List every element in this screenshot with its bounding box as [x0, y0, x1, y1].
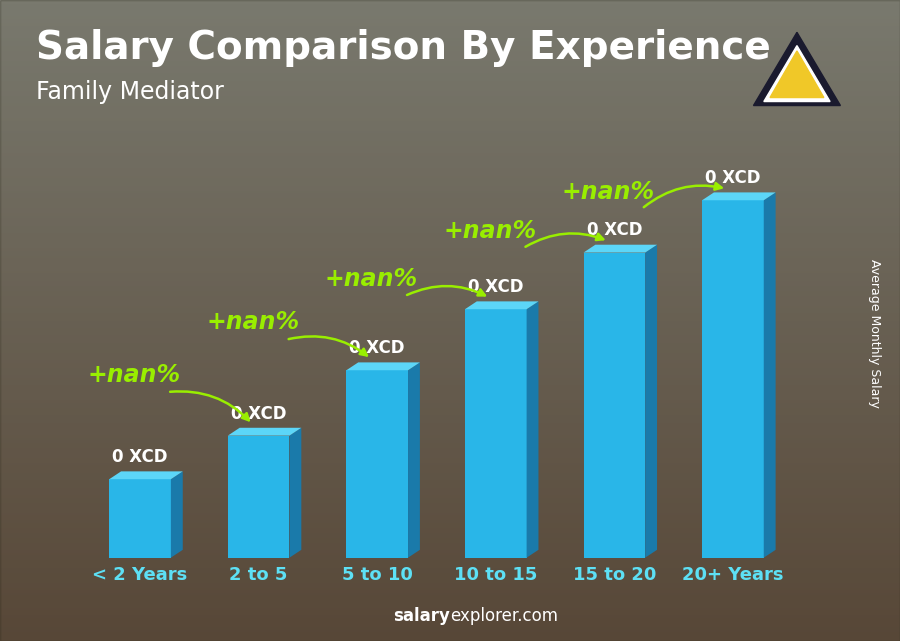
Polygon shape	[764, 46, 830, 101]
Text: Family Mediator: Family Mediator	[36, 80, 224, 104]
Polygon shape	[346, 362, 420, 370]
Bar	[465, 309, 526, 558]
Polygon shape	[465, 301, 538, 309]
Polygon shape	[408, 362, 420, 558]
Bar	[702, 200, 764, 558]
Polygon shape	[290, 428, 302, 558]
Text: +nan%: +nan%	[562, 179, 655, 204]
Polygon shape	[645, 245, 657, 558]
Text: Salary Comparison By Experience: Salary Comparison By Experience	[36, 29, 770, 67]
Text: salary: salary	[393, 607, 450, 625]
Polygon shape	[526, 301, 538, 558]
Polygon shape	[702, 192, 776, 200]
Polygon shape	[228, 428, 302, 436]
Bar	[583, 253, 645, 558]
Text: 0 XCD: 0 XCD	[112, 448, 167, 466]
Text: 0 XCD: 0 XCD	[231, 404, 286, 422]
Polygon shape	[770, 51, 824, 97]
Polygon shape	[764, 192, 776, 558]
Text: 0 XCD: 0 XCD	[468, 278, 524, 296]
Polygon shape	[753, 32, 841, 106]
Bar	[109, 479, 171, 558]
Text: 0 XCD: 0 XCD	[587, 222, 642, 240]
Polygon shape	[171, 471, 183, 558]
Bar	[228, 436, 290, 558]
Polygon shape	[583, 245, 657, 253]
Text: 0 XCD: 0 XCD	[706, 169, 760, 187]
Text: +nan%: +nan%	[206, 310, 300, 335]
Polygon shape	[109, 471, 183, 479]
Bar	[346, 370, 408, 558]
Text: 0 XCD: 0 XCD	[349, 339, 405, 357]
Text: +nan%: +nan%	[444, 219, 536, 243]
Text: Average Monthly Salary: Average Monthly Salary	[868, 259, 881, 408]
Text: +nan%: +nan%	[325, 267, 418, 291]
Text: explorer.com: explorer.com	[450, 607, 558, 625]
Text: +nan%: +nan%	[87, 363, 181, 387]
